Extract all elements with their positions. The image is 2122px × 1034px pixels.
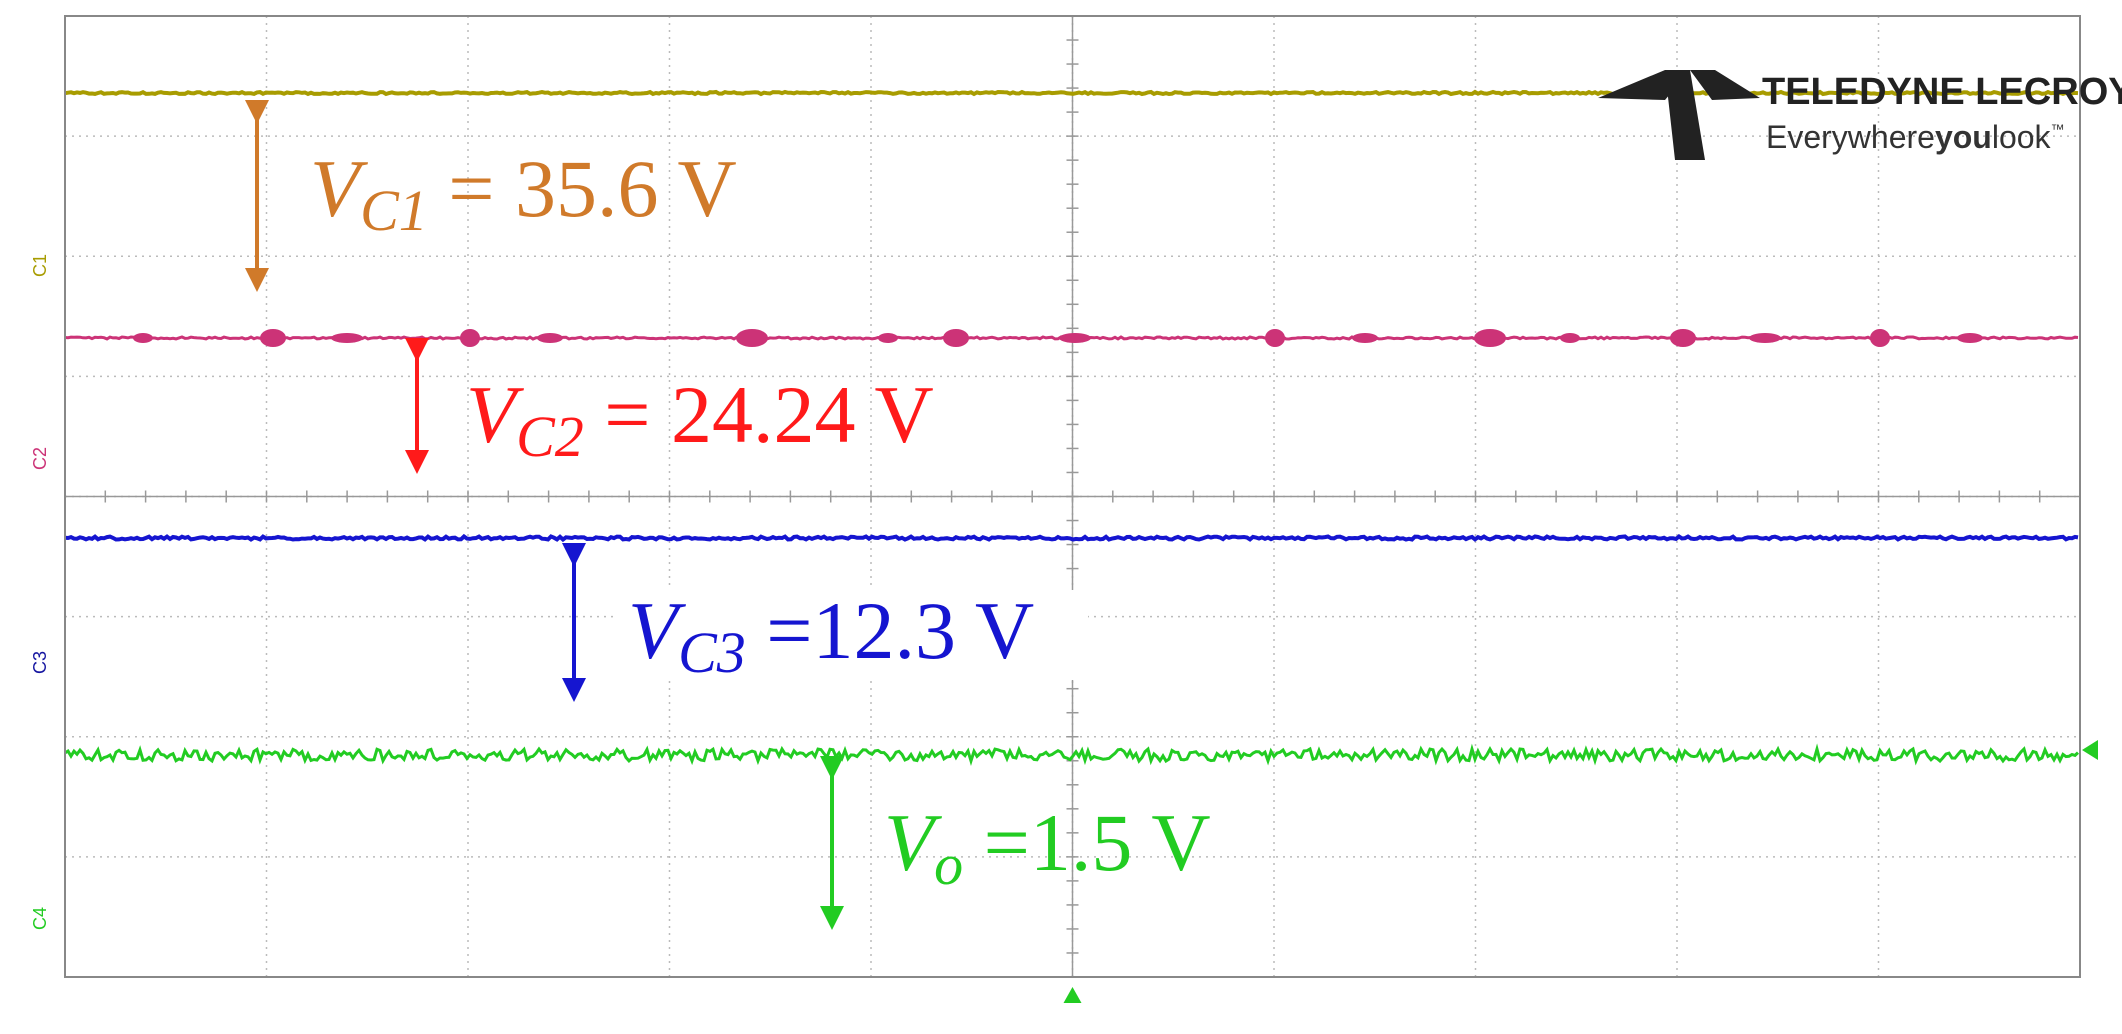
subscript: C2 bbox=[516, 404, 584, 469]
channel-label: C1 bbox=[30, 254, 50, 277]
ripple-burst bbox=[736, 329, 768, 347]
ripple-burst bbox=[1957, 333, 1983, 343]
level-marker bbox=[2082, 740, 2098, 760]
value-text: =1.5 V bbox=[963, 797, 1210, 888]
annotation: VC1 = 35.6 V bbox=[310, 143, 737, 243]
ripple-burst bbox=[1474, 329, 1506, 347]
grid bbox=[64, 15, 2098, 1003]
channel-label: C2 bbox=[30, 447, 50, 470]
ripple-burst bbox=[331, 333, 363, 343]
ripple-burst bbox=[460, 329, 480, 347]
subscript: C3 bbox=[678, 620, 746, 685]
subscript: C1 bbox=[360, 178, 428, 243]
label-backing bbox=[618, 590, 1088, 680]
ripple-burst bbox=[1265, 329, 1285, 347]
channel-labels: C1 C2 C3 C4 bbox=[30, 254, 50, 930]
trace bbox=[64, 743, 2080, 766]
ripple-burst bbox=[878, 333, 898, 343]
channel-label: C3 bbox=[30, 651, 50, 674]
value-text: =12.3 V bbox=[746, 585, 1034, 676]
annotation: VC2 = 24.24 V bbox=[466, 369, 934, 469]
annotations: VC1 = 35.6 V VC2 = 24.24 V VC3 =12.3 V V… bbox=[245, 100, 1211, 930]
logo: TELEDYNE LECROY Everywhereyoulook™ bbox=[1598, 70, 2122, 160]
logo-icon bbox=[1598, 70, 1760, 160]
ripple-burst bbox=[133, 333, 153, 343]
ripple-burst bbox=[1749, 333, 1781, 343]
logo-tagline: Everywhereyoulook™ bbox=[1766, 119, 2065, 155]
annotation: Vo =1.5 V bbox=[884, 797, 1211, 897]
symbol: V bbox=[884, 797, 942, 888]
ripple-burst bbox=[537, 333, 563, 343]
ripple-burst bbox=[1670, 329, 1696, 347]
logo-brand: TELEDYNE LECROY bbox=[1762, 71, 2122, 113]
ripple-burst bbox=[1870, 329, 1890, 347]
trigger-marker bbox=[1063, 987, 1082, 1003]
ripple-burst bbox=[1560, 333, 1580, 343]
value-text: = 24.24 V bbox=[584, 369, 934, 460]
traces bbox=[64, 89, 2080, 766]
subscript: o bbox=[934, 832, 963, 897]
symbol: V bbox=[310, 143, 368, 234]
symbol: V bbox=[466, 369, 524, 460]
trace bbox=[64, 533, 2079, 543]
screen-border bbox=[64, 15, 2081, 978]
tagline-lead: Everywhere bbox=[1766, 119, 1935, 155]
symbol: V bbox=[628, 585, 686, 676]
tagline-mark: ™ bbox=[2051, 121, 2065, 137]
tagline-tail: look bbox=[1992, 119, 2052, 155]
ripple-burst bbox=[260, 329, 286, 347]
channel-label: C4 bbox=[30, 907, 50, 930]
ripple-burst bbox=[943, 329, 969, 347]
ripple-burst bbox=[1352, 333, 1378, 343]
annotation: VC3 =12.3 V bbox=[628, 585, 1034, 685]
ripple-burst bbox=[1059, 333, 1091, 343]
value-text: = 35.6 V bbox=[428, 143, 737, 234]
tagline-bold: you bbox=[1935, 119, 1992, 155]
